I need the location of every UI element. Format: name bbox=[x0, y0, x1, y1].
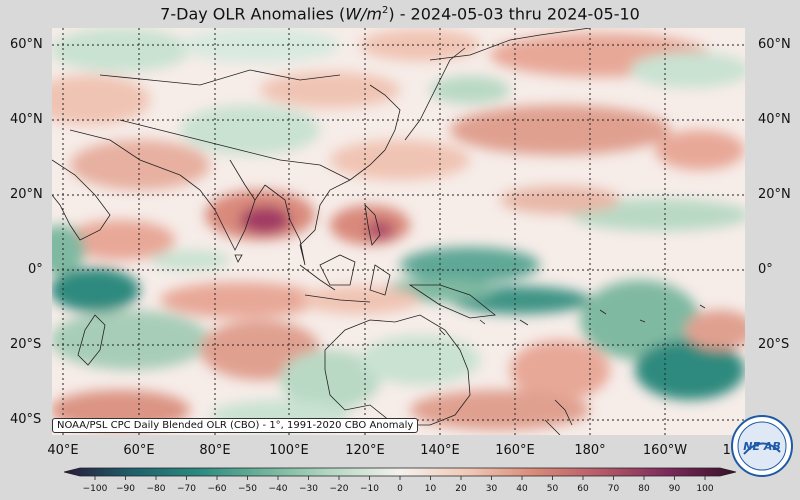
nevlab-logo: NE AB bbox=[731, 415, 793, 477]
colorbar-tick-label: 30 bbox=[485, 484, 498, 494]
anomaly-field bbox=[52, 28, 745, 435]
lat-label-left: 0° bbox=[28, 262, 43, 277]
coastlines bbox=[52, 28, 706, 435]
colorbar-tick-label: 50 bbox=[546, 484, 559, 494]
colorbar bbox=[63, 467, 737, 480]
colorbar-tick-label: −40 bbox=[268, 484, 288, 494]
colorbar-tick-label: 40 bbox=[516, 484, 528, 494]
lon-label: 100°E bbox=[269, 443, 309, 458]
colorbar-tick-label: −70 bbox=[177, 484, 196, 494]
lon-label: 40°E bbox=[47, 443, 79, 458]
data-source-credit: NOAA/PSL CPC Daily Blended OLR (CBO) - 1… bbox=[52, 418, 419, 433]
lat-label-right: 20°S bbox=[758, 337, 790, 352]
lon-label: 120°E bbox=[345, 443, 385, 458]
lon-label: 60°E bbox=[123, 443, 155, 458]
lat-label-left: 20°N bbox=[10, 187, 43, 202]
colorbar-tick-label: −60 bbox=[207, 484, 227, 494]
colorbar-tick-label: −20 bbox=[329, 484, 349, 494]
colorbar-tick-label: −90 bbox=[116, 484, 135, 494]
colorbar-tick-label: 80 bbox=[638, 484, 650, 494]
lat-label-left: 20°S bbox=[10, 337, 42, 352]
colorbar-tick-label: 0 bbox=[397, 484, 403, 494]
lon-label: 160°W bbox=[642, 443, 688, 458]
colorbar-tick-label: 20 bbox=[455, 484, 467, 494]
colorbar-tick-label: 10 bbox=[424, 484, 437, 494]
colorbar-tick-label: 70 bbox=[607, 484, 620, 494]
colorbar-tick-label: 60 bbox=[577, 484, 589, 494]
lat-label-right: 60°N bbox=[758, 37, 791, 52]
lon-label: 80°E bbox=[199, 443, 231, 458]
colorbar-tick-label: 90 bbox=[668, 484, 681, 494]
lon-label: 160°E bbox=[495, 443, 535, 458]
lat-label-left: 40°S bbox=[10, 412, 42, 427]
colorbar-tick-label: −30 bbox=[299, 484, 318, 494]
map-title: 7-Day OLR Anomalies (W/m2) - 2024-05-03 … bbox=[160, 4, 640, 24]
svg-text:NE AB: NE AB bbox=[743, 440, 780, 453]
lon-label: 140°E bbox=[420, 443, 460, 458]
colorbar-tick-label: 100 bbox=[696, 484, 714, 494]
lat-label-right: 0° bbox=[758, 262, 773, 277]
colorbar-tick-label: −80 bbox=[146, 484, 166, 494]
lat-label-right: 40°N bbox=[758, 112, 791, 127]
lon-label: 180° bbox=[574, 443, 606, 458]
colorbar-tick-label: −50 bbox=[238, 484, 257, 494]
lat-label-left: 60°N bbox=[10, 37, 43, 52]
lat-label-right: 20°N bbox=[758, 187, 791, 202]
lat-label-left: 40°N bbox=[10, 112, 43, 127]
colorbar-tick-label: −10 bbox=[360, 484, 379, 494]
colorbar-tick-label: −100 bbox=[82, 484, 108, 494]
